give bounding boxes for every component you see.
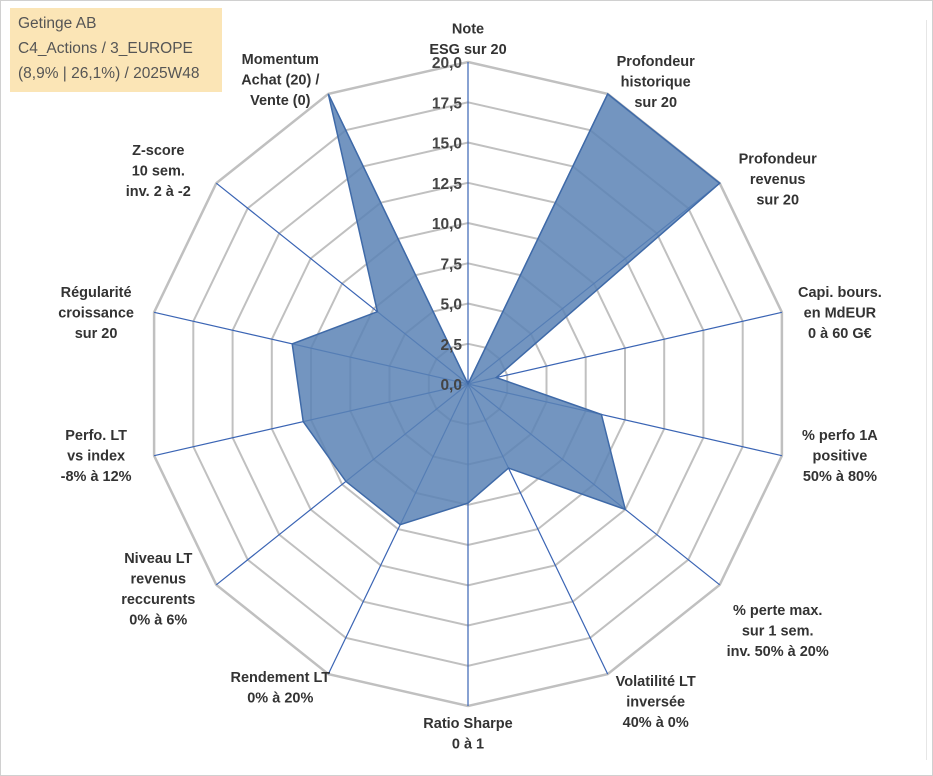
spoke-3 — [467, 311, 783, 385]
axis-labels: Note ESG sur 20 Profondeur historique sur 20… — [58, 22, 882, 753]
performance-week: (8,9% | 26,1%) / 2025W48 — [18, 65, 200, 82]
axis-label-5: inv. 50% à 20% — [727, 644, 829, 660]
axis-label-9: Niveau LT — [124, 551, 192, 567]
axis-label-9: revenus — [130, 571, 186, 587]
axis-label-13: Vente (0) — [250, 93, 311, 109]
axis-label-2: revenus — [750, 172, 806, 188]
axis-label-1: historique — [621, 74, 691, 90]
axis-label-6: Volatilité LT — [616, 674, 696, 690]
axis-label-13: Achat (20) / — [241, 72, 319, 88]
company-name: Getinge AB — [18, 15, 97, 32]
axis-label-10: Perfo. LT — [65, 428, 127, 444]
axis-label-8: 0% à 20% — [247, 691, 313, 707]
axis-label-4: positive — [813, 449, 868, 465]
tick-label: 17,5 — [432, 95, 463, 112]
category-path: C4_Actions / 3_EUROPE — [18, 40, 193, 57]
axis-label-2: Profondeur — [739, 152, 817, 168]
axis-label-6: 40% à 0% — [623, 715, 689, 731]
axis-label-5: sur 1 sem. — [742, 623, 814, 639]
axis-label-9: 0% à 6% — [129, 612, 187, 628]
axis-label-10: vs index — [67, 449, 125, 465]
axis-label-12: 10 sem. — [132, 164, 185, 180]
tick-label: 7,5 — [440, 256, 462, 273]
tick-label: 15,0 — [432, 136, 462, 153]
tick-label: 0,0 — [440, 377, 462, 394]
radial-tick-labels: 0,0 2,5 5,0 7,5 10,0 12,5 15,0 17,5 20,0 — [432, 55, 463, 394]
axis-label-2: sur 20 — [756, 193, 799, 209]
axis-label-13: Momentum — [242, 52, 319, 68]
data-series-area — [291, 92, 721, 526]
axis-label-1: Profondeur — [617, 54, 695, 70]
tick-label: 2,5 — [440, 337, 462, 354]
axis-label-0: ESG sur 20 — [429, 42, 506, 58]
axis-label-10: -8% à 12% — [61, 469, 132, 485]
axis-label-4: % perfo 1A — [802, 428, 878, 444]
axis-label-3: Capi. bours. — [798, 285, 882, 301]
axis-label-3: 0 à 60 G€ — [808, 326, 872, 342]
tick-label: 20,0 — [432, 55, 462, 72]
tick-label: 12,5 — [432, 176, 463, 193]
scrollbar-track[interactable] — [926, 20, 927, 760]
axis-label-4: 50% à 80% — [803, 469, 877, 485]
axis-label-7: 0 à 1 — [452, 737, 484, 753]
axis-label-6: inversée — [626, 695, 685, 711]
tick-label: 5,0 — [440, 297, 462, 314]
axis-label-0: Note — [452, 22, 484, 38]
axis-label-11: croissance — [58, 305, 134, 321]
axis-label-11: sur 20 — [75, 326, 118, 342]
axis-label-12: Z-score — [132, 143, 184, 159]
axis-label-8: Rendement LT — [230, 670, 330, 686]
axis-label-1: sur 20 — [634, 95, 677, 111]
axis-label-7: Ratio Sharpe — [423, 716, 512, 732]
tick-label: 10,0 — [432, 216, 462, 233]
axis-label-5: % perte max. — [733, 603, 822, 619]
axis-label-12: inv. 2 à -2 — [126, 184, 191, 200]
axis-label-3: en MdEUR — [804, 305, 877, 321]
axis-label-11: Régularité — [61, 285, 132, 301]
info-box: Getinge AB C4_Actions / 3_EUROPE (8,9% |… — [10, 8, 222, 92]
axis-label-9: reccurents — [121, 592, 195, 608]
